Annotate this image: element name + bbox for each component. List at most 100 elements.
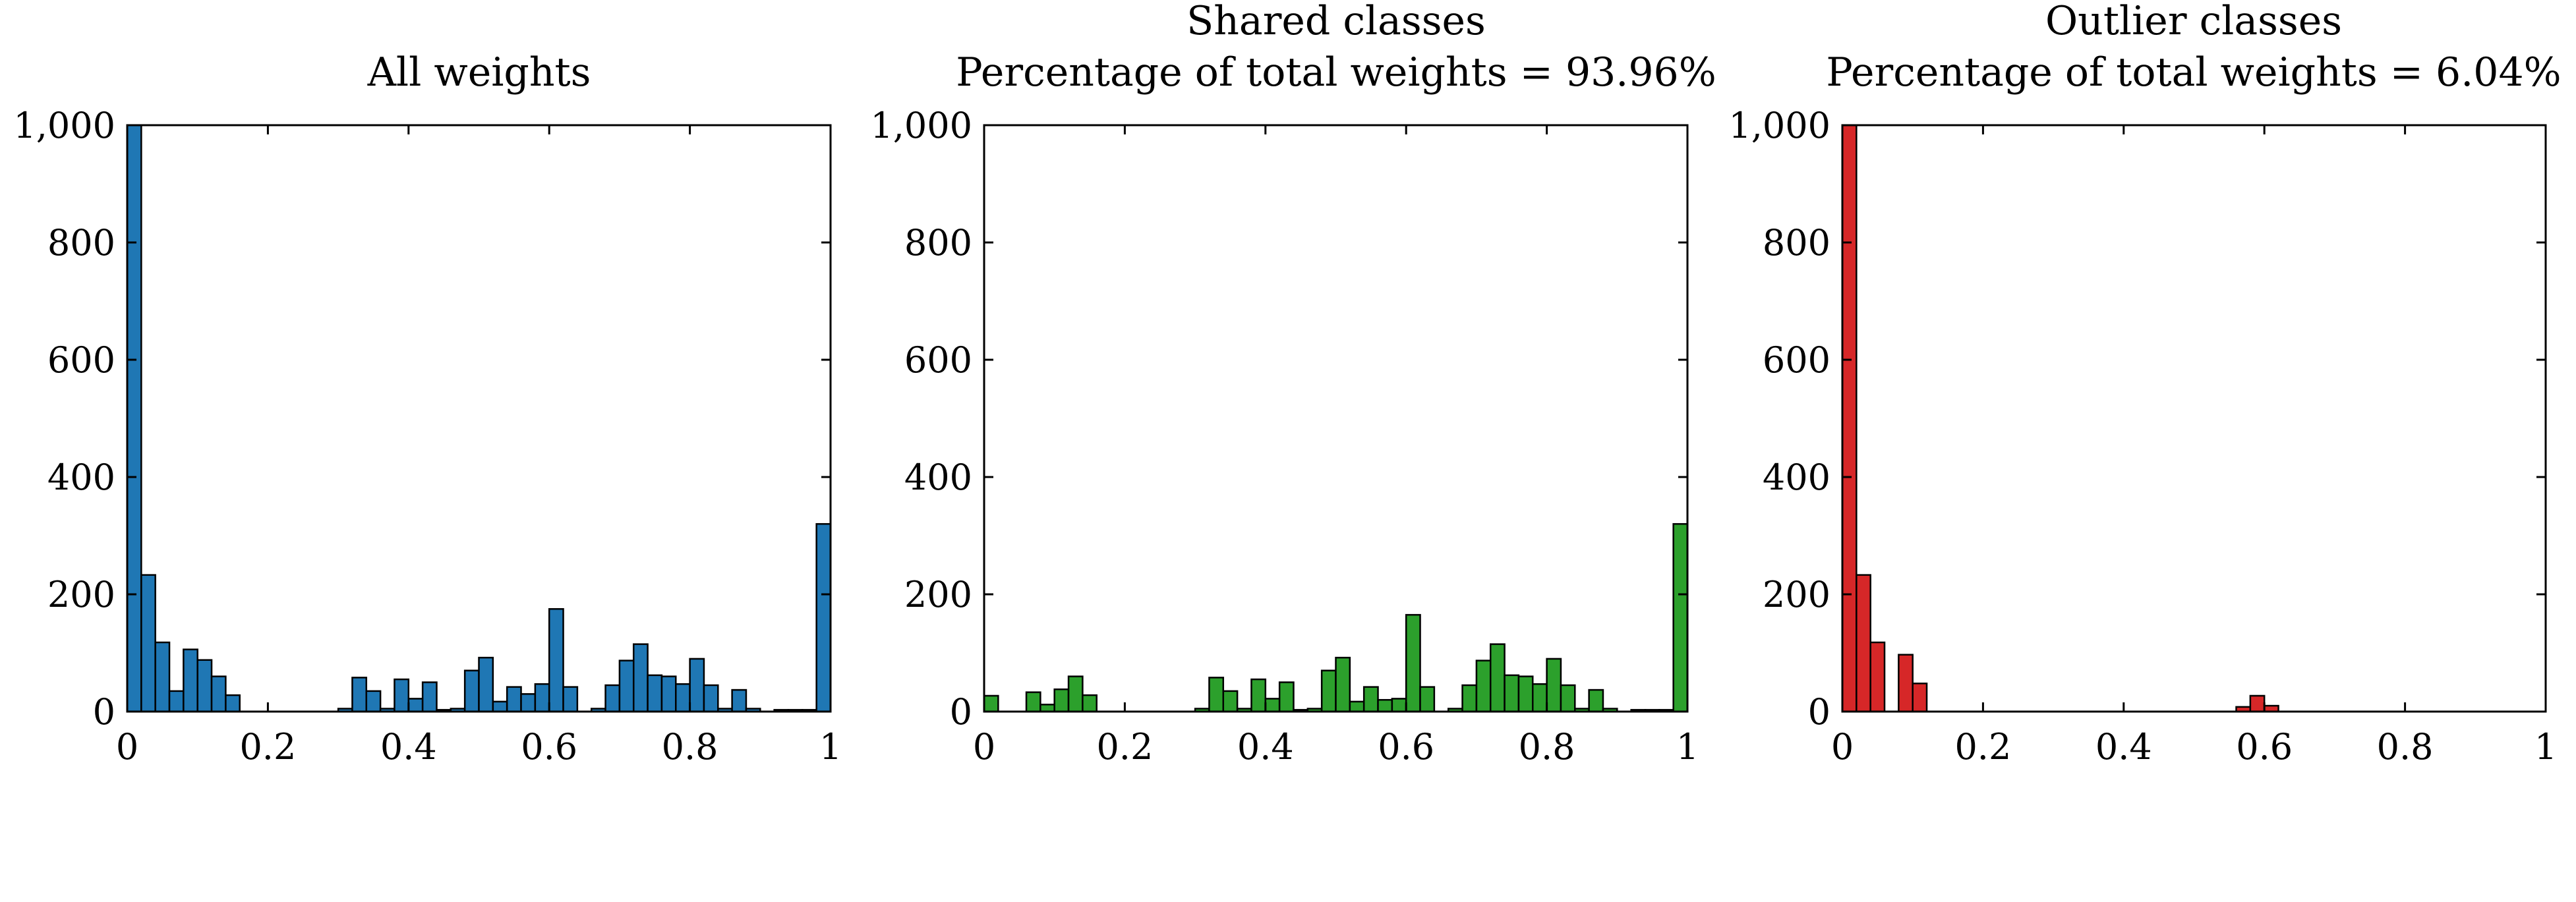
histogram-bar [1588,689,1604,713]
histogram-bar [407,698,424,713]
histogram-bar [548,608,564,713]
histogram-bar [1546,658,1562,713]
bars [126,124,832,713]
histogram-bar [1349,700,1365,713]
histogram-bar [183,648,198,713]
histogram-bar [1856,574,1871,713]
axis-ticks: 0 0.2 0.4 0.6 0.8 1 0 200 400 600 800 1,000 [13,105,842,768]
y-tick-label: 800 [47,222,115,264]
y-tick-label: 200 [1763,574,1830,615]
histogram-bar [1504,674,1520,713]
histogram-bar [983,694,999,713]
histogram-bar [534,683,550,713]
axis-ticks: 0 0.2 0.4 0.6 0.8 1 0 200 400 600 800 1,000 [870,105,1699,768]
histogram-bar [1335,656,1351,713]
histogram-bar [1869,641,1886,713]
histogram-bar [815,522,832,713]
histogram-bar [196,659,213,713]
y-tick-label: 600 [1763,339,1830,381]
histogram-bar [1208,677,1225,713]
bars [1841,124,2279,713]
x-tick-label: 0 [1831,726,1854,768]
histogram-bar [1475,660,1492,713]
histogram-bar [689,658,705,713]
y-tick-label: 200 [47,574,115,615]
y-tick-label: 400 [1763,457,1830,498]
histogram-bar [1082,694,1098,713]
panel-title: Shared classes [1186,0,1486,44]
plot-frame [1841,124,2547,713]
panel-all-weights: All weights 0 0.2 0.4 0.6 0.8 1 0 200 400 600 800 1… [13,49,842,768]
x-tick-label: 0.6 [2236,726,2293,768]
histogram-bar [1517,675,1534,713]
histogram-bar [1222,690,1239,713]
x-tick-label: 0.2 [1954,726,2011,768]
histogram-bar [675,683,691,713]
histogram-bar [1067,675,1084,713]
histogram-bar [2249,694,2266,713]
x-tick-label: 0.8 [1519,726,1575,768]
y-tick-label: 400 [47,457,115,498]
histogram-bar [492,700,508,713]
x-tick-label: 0.8 [662,726,718,768]
panel-title: Outlier classes [2045,0,2342,44]
histogram-bar [154,641,171,713]
y-tick-label: 0 [93,691,115,733]
histogram-bar [647,674,663,713]
y-tick-label: 0 [1808,691,1830,733]
histogram-bar [562,686,579,713]
x-tick-label: 0.4 [380,726,437,768]
histogram-bar [1419,686,1436,713]
histogram-bar [520,693,537,713]
histogram-bar [660,675,677,713]
panel-outlier-classes: Outlier classes Percentage of total weig… [1728,0,2561,768]
histogram-bar [1461,684,1478,713]
x-tick-label: 0.6 [1378,726,1434,768]
x-tick-label: 0.2 [239,726,296,768]
histogram-bar [1025,691,1041,713]
histogram-bar [506,686,522,713]
histogram-bar [1264,698,1281,713]
x-tick-label: 1 [1676,726,1699,768]
histogram-bar [168,690,185,713]
plot-frame [983,124,1689,713]
histogram-bar [1039,704,1055,713]
histogram-bar [1672,522,1689,713]
histogram-bar [1362,686,1379,713]
x-tick-label: 0.8 [2377,726,2434,768]
bars [983,522,1689,713]
histogram-bar [225,694,241,713]
histogram-bar [1898,654,1914,713]
histogram-bar [1489,643,1506,713]
axis-ticks: 0 0.2 0.4 0.6 0.8 1 0 200 400 600 800 1,000 [1728,105,2557,768]
y-tick-label: 400 [904,457,972,498]
y-tick-label: 1,000 [13,105,115,146]
y-tick-label: 1,000 [870,105,972,146]
y-tick-label: 800 [1763,222,1830,264]
x-tick-label: 0.4 [2095,726,2152,768]
panel-title: All weights [367,49,591,96]
histogram-bar [126,124,142,713]
histogram-bar [1377,698,1393,713]
panel-subtitle: Percentage of total weights = 93.96% [956,49,1716,96]
histogram-bar [1841,124,1858,713]
histogram-bar [1053,688,1070,713]
histogram-bar [140,574,156,713]
histogram-bar [618,660,635,713]
histogram-bar [1560,684,1576,713]
histogram-bar [1532,683,1548,713]
histogram-bar [1405,613,1421,713]
histogram-bar [351,677,368,713]
histogram-bar [604,684,621,713]
x-tick-label: 0 [973,726,995,768]
histogram-bar [632,643,649,713]
histogram-bar [421,681,438,713]
histogram-bar [365,690,382,713]
histogram-bar [1250,678,1267,713]
y-tick-label: 600 [904,339,972,381]
panel-shared-classes: Shared classes Percentage of total weigh… [870,0,1716,768]
histogram-bar [463,669,480,713]
panel-subtitle: Percentage of total weights = 6.04% [1826,49,2561,96]
